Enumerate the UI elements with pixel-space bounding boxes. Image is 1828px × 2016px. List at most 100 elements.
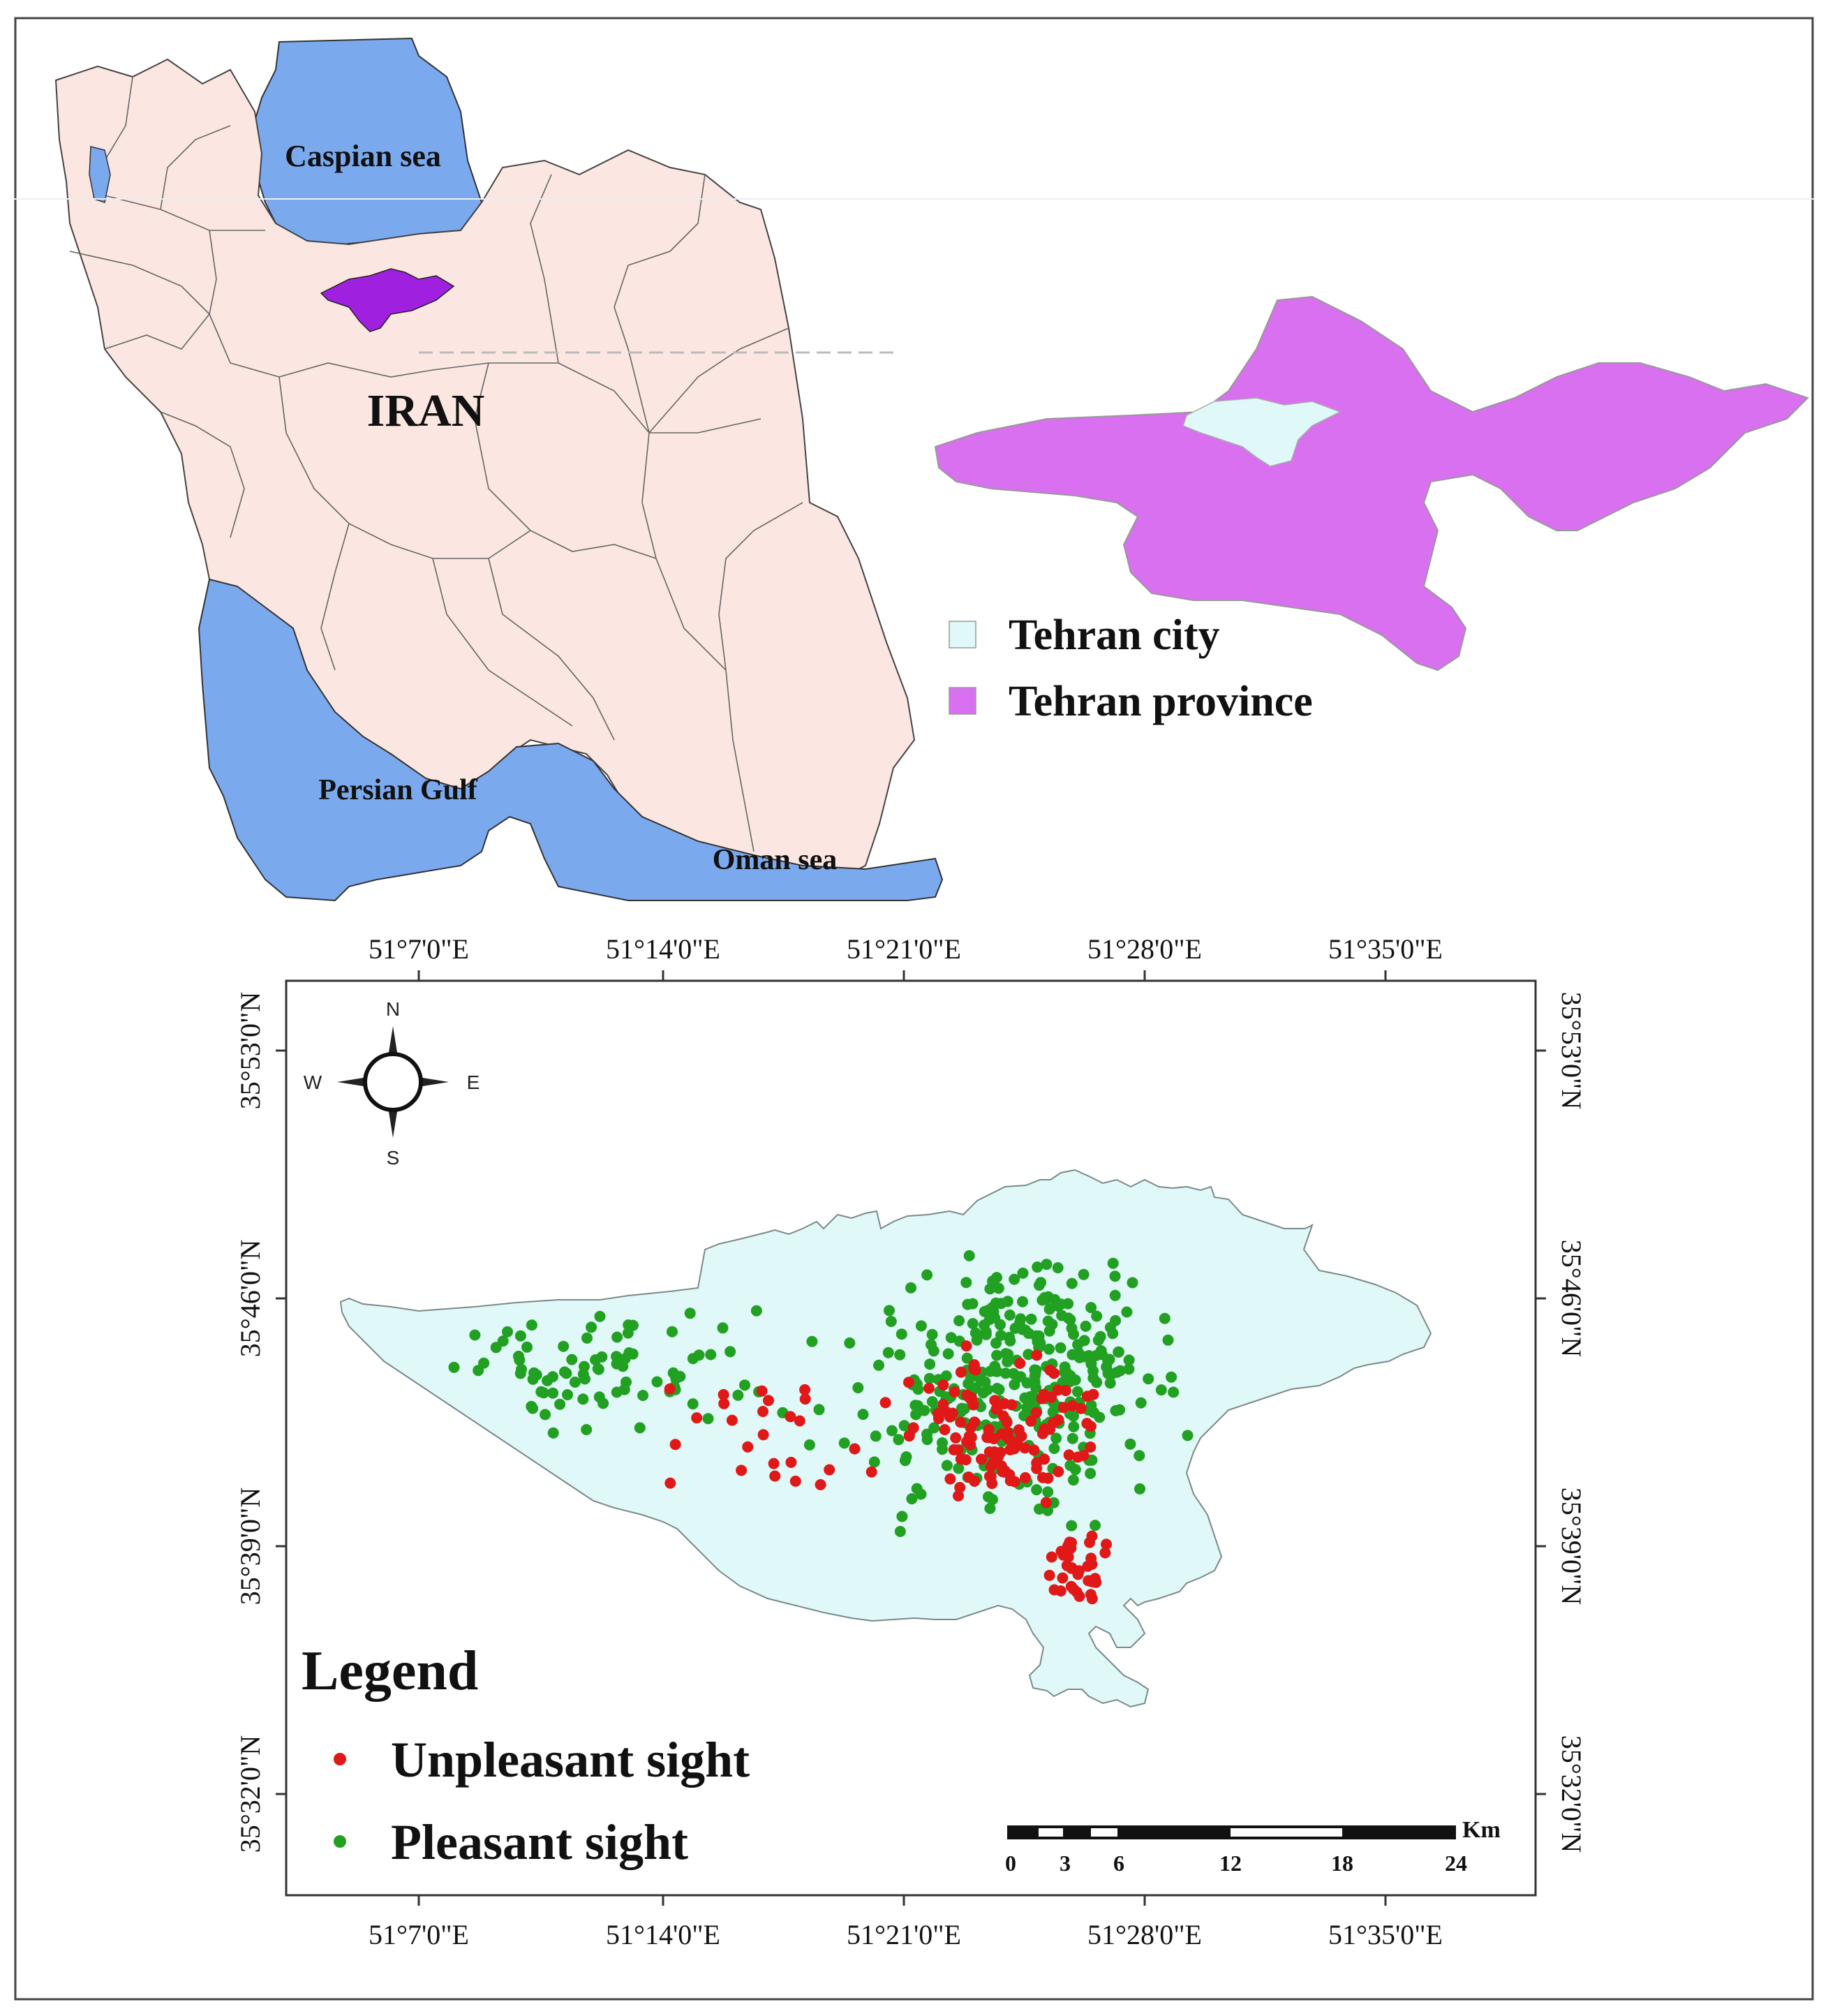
unpleasant-sight-point — [849, 1443, 861, 1455]
pleasant-sight-point — [1055, 1342, 1067, 1354]
pleasant-sight-point — [1091, 1377, 1103, 1388]
pleasant-sight-point — [634, 1422, 646, 1434]
pleasant-sight-point — [941, 1460, 953, 1472]
scale-bar: Km 0 3 6 12 18 24 — [1005, 1817, 1501, 1876]
iran-overview-map: Caspian sea IRAN Persian Gulf Oman sea — [14, 37, 1815, 902]
pleasant-sight-point — [577, 1393, 589, 1405]
unpleasant-sight-point — [995, 1446, 1006, 1458]
pleasant-sight-point — [1000, 1368, 1011, 1379]
pleasant-sight-point — [898, 1420, 910, 1432]
pleasant-sight-point — [1030, 1364, 1042, 1376]
pleasant-sight-point — [594, 1310, 606, 1322]
pleasant-sight-point — [1087, 1365, 1099, 1377]
pleasant-sight-point — [637, 1390, 649, 1401]
scale-tick-24: 24 — [1445, 1851, 1467, 1876]
pleasant-sight-point — [547, 1371, 558, 1383]
unpleasant-sight-point — [999, 1465, 1011, 1476]
unpleasant-sight-point — [1028, 1444, 1040, 1456]
pleasant-sight-point — [803, 1439, 815, 1451]
pleasant-sight-point — [921, 1269, 933, 1281]
pleasant-sight-point — [1110, 1314, 1122, 1326]
unpleasant-sight-point — [961, 1436, 972, 1448]
tehran-city-legend-label: Tehran city — [1009, 612, 1220, 659]
top-axis-label-2: 51°14'0"E — [606, 933, 720, 965]
unpleasant-sight-point — [1101, 1539, 1112, 1550]
pleasant-sight-point — [1066, 1520, 1078, 1532]
pleasant-sight-point — [921, 1434, 933, 1446]
pleasant-sight-point — [1107, 1328, 1119, 1340]
pleasant-sight-point — [1031, 1484, 1043, 1496]
compass-ring — [363, 1052, 423, 1112]
unpleasant-sight-point — [1052, 1384, 1064, 1396]
unpleasant-sight-point — [976, 1453, 987, 1465]
pleasant-sight-point — [956, 1402, 967, 1414]
pleasant-sight-point — [910, 1409, 922, 1421]
unpleasant-sight-point — [1025, 1415, 1036, 1427]
unpleasant-sight-point — [948, 1444, 960, 1455]
unpleasant-sight-point — [1086, 1593, 1098, 1605]
pleasant-sight-point — [559, 1366, 570, 1378]
pleasant-sight-point — [554, 1398, 566, 1410]
pleasant-sight-point — [562, 1389, 573, 1400]
pleasant-sight-point — [962, 1298, 974, 1310]
left-axis-label-3: 35°39'0"N — [235, 1488, 266, 1605]
bottom-axis: 51°7'0"E 51°14'0"E 51°21'0"E 51°28'0"E 5… — [369, 1919, 1443, 1950]
unpleasant-sight-point — [944, 1411, 956, 1423]
pleasant-sight-point — [623, 1319, 634, 1331]
unpleasant-sight-point — [1020, 1472, 1031, 1483]
pleasant-sight-point — [1091, 1310, 1103, 1322]
pleasant-sight-point — [942, 1348, 954, 1360]
unpleasant-sight-point — [960, 1340, 972, 1352]
pleasant-sight-point — [987, 1494, 998, 1506]
pleasant-sight-point — [621, 1376, 632, 1388]
study-area-map: 51°7'0"E 51°14'0"E 51°21'0"E 51°28'0"E 5… — [235, 933, 1587, 1950]
pleasant-sight-point — [894, 1525, 906, 1537]
left-axis-label-4: 35°32'0"N — [235, 1735, 266, 1853]
pleasant-sight-point — [1107, 1257, 1119, 1269]
pleasant-sight-point — [1182, 1430, 1194, 1441]
pleasant-sight-point — [896, 1511, 908, 1522]
pleasant-sight-point — [967, 1318, 979, 1330]
pleasant-sight-point — [1135, 1397, 1147, 1409]
pleasant-sight-point — [1121, 1306, 1133, 1318]
pleasant-sight-point — [1017, 1267, 1029, 1279]
unpleasant-sight-point — [903, 1430, 915, 1442]
pleasant-sight-point — [530, 1369, 542, 1381]
pleasant-legend-dot — [334, 1835, 346, 1848]
unpleasant-sight-point — [1053, 1466, 1064, 1478]
unpleasant-sight-point — [989, 1395, 1001, 1407]
pleasant-sight-point — [1066, 1277, 1078, 1289]
pleasant-sight-point — [1085, 1302, 1097, 1314]
pleasant-sight-point — [953, 1462, 965, 1474]
pleasant-sight-point — [1064, 1460, 1076, 1472]
scale-tick-0: 0 — [1005, 1851, 1016, 1876]
pleasant-sight-point — [1008, 1368, 1020, 1379]
pleasant-sight-point — [893, 1434, 905, 1446]
pleasant-sight-point — [838, 1437, 850, 1449]
unpleasant-sight-point — [950, 1432, 962, 1444]
pleasant-sight-point — [1056, 1310, 1068, 1321]
unpleasant-sight-point — [799, 1393, 811, 1405]
tehran-city-swatch — [949, 621, 976, 648]
tehran-province-swatch — [949, 687, 976, 715]
unpleasant-sight-point — [1063, 1449, 1075, 1461]
pleasant-sight-point — [1110, 1404, 1122, 1416]
compass-e-label: E — [467, 1072, 480, 1093]
pleasant-sight-point — [1109, 1270, 1121, 1282]
right-axis-label-1: 35°53'0"N — [1556, 992, 1587, 1109]
pleasant-sight-point — [478, 1357, 490, 1369]
unpleasant-sight-point — [1040, 1497, 1052, 1509]
pleasant-sight-point — [991, 1349, 1003, 1361]
compass-s-label: S — [387, 1147, 400, 1169]
pleasant-sight-point — [1094, 1411, 1106, 1423]
bottom-axis-label-1: 51°7'0"E — [369, 1919, 469, 1950]
unpleasant-sight-point — [718, 1388, 729, 1400]
right-axis-label-2: 35°46'0"N — [1556, 1240, 1587, 1357]
pleasant-sight-point — [882, 1347, 894, 1358]
legend-item-unpleasant: Unpleasant sight — [334, 1732, 750, 1788]
unpleasant-sight-point — [789, 1475, 801, 1487]
pleasant-sight-point — [937, 1444, 948, 1455]
pleasant-sight-point — [586, 1321, 597, 1333]
unpleasant-sight-point — [955, 1366, 967, 1378]
pleasant-sight-point — [1041, 1259, 1053, 1270]
